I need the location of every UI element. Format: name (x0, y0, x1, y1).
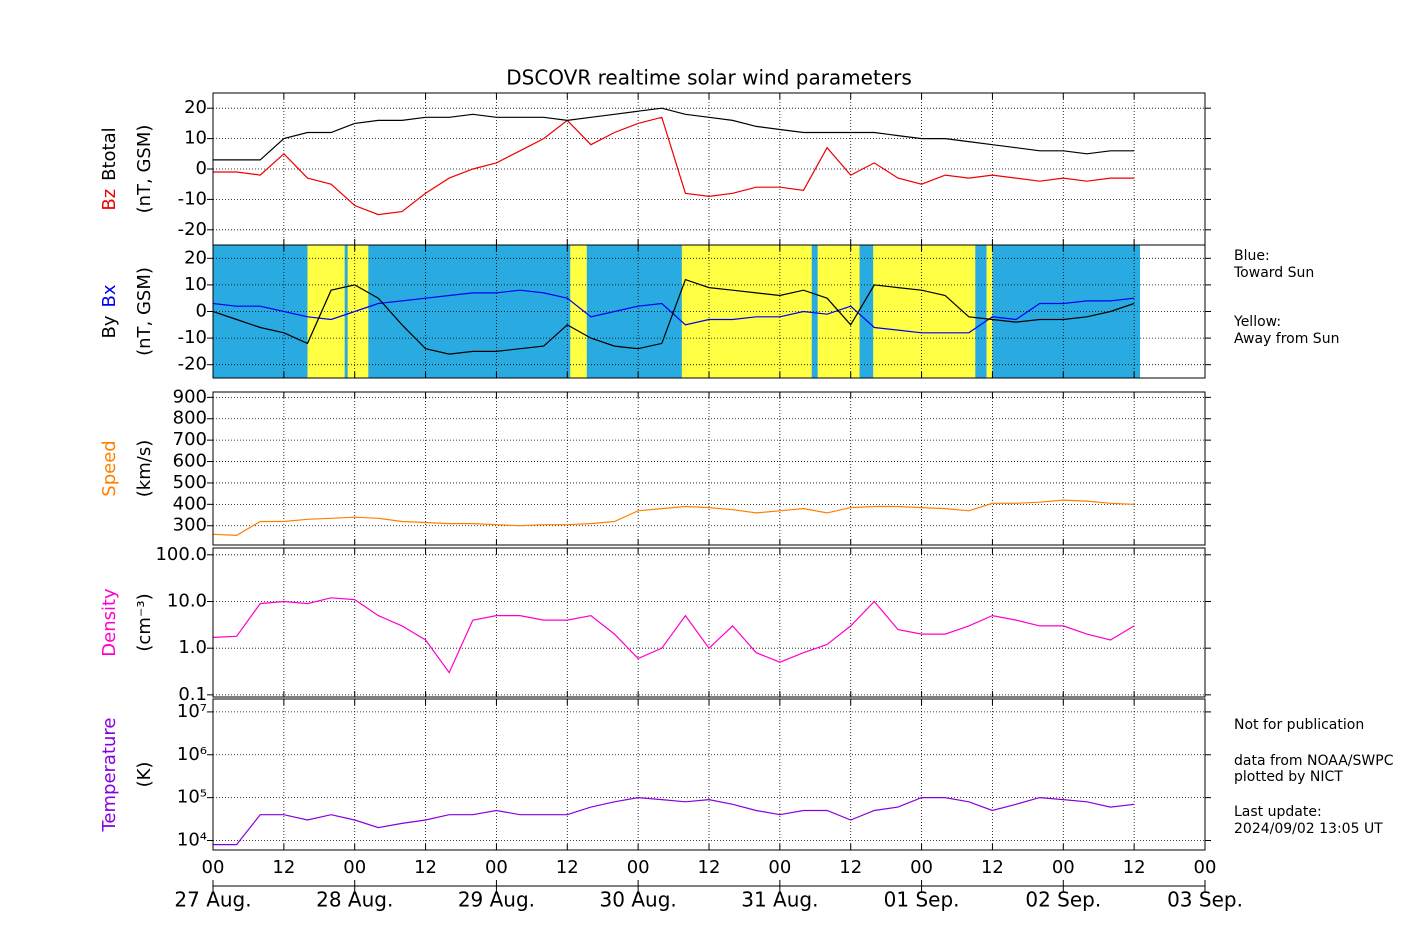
y-tick-label: 700 (173, 429, 207, 450)
y-tick-label: 10⁴ (177, 829, 207, 850)
date-label: 03 Sep. (1167, 888, 1243, 912)
y-label-part: Speed (99, 440, 120, 496)
y-tick-label: 0 (196, 158, 207, 179)
y-tick-label: 0 (196, 301, 207, 322)
y-tick-label: 900 (173, 386, 207, 407)
away-band (986, 245, 993, 378)
x-tick-label: 00 (910, 857, 933, 878)
note: Toward Sun (1233, 265, 1314, 281)
y-tick-label: 20 (184, 247, 207, 268)
x-tick-label: 00 (768, 857, 791, 878)
y-label-part: By (99, 315, 120, 338)
note: Last update: (1234, 804, 1322, 820)
note: Away from Sun (1234, 331, 1339, 347)
note: Blue: (1234, 248, 1270, 264)
y-tick-label: 1.0 (178, 637, 207, 658)
x-tick-label: 00 (343, 857, 366, 878)
y-label-part: Density (99, 588, 120, 657)
note: Not for publication (1234, 717, 1364, 733)
date-label: 02 Sep. (1025, 888, 1101, 912)
chart-title: DSCOVR realtime solar wind parameters (506, 66, 912, 90)
y-axis-label: Density (99, 588, 120, 657)
y-tick-label: 0.1 (178, 684, 207, 705)
away-band (570, 245, 587, 378)
panel-frame (212, 547, 1206, 698)
x-tick-label: 12 (698, 857, 721, 878)
date-label: 31 Aug. (741, 888, 818, 912)
date-label: 29 Aug. (458, 888, 535, 912)
panel-frame (212, 244, 1206, 379)
y-tick-label: 10⁷ (177, 701, 207, 722)
x-tick-label: 00 (1052, 857, 1075, 878)
date-label: 30 Aug. (600, 888, 677, 912)
y-tick-label: 10.0 (167, 591, 207, 612)
date-label: 27 Aug. (174, 888, 251, 912)
panel-frame (212, 698, 1206, 851)
x-tick-label: 00 (202, 857, 225, 878)
series-line (213, 278, 1135, 355)
y-axis-label: By Bx (99, 284, 120, 338)
y-tick-label: 20 (184, 97, 207, 118)
y-axis-unit: (nT, GSM) (134, 125, 155, 214)
y-tick-label: -20 (178, 219, 207, 240)
away-band (307, 245, 345, 378)
x-tick-label: 00 (1194, 857, 1217, 878)
x-tick-label: 12 (414, 857, 437, 878)
y-tick-label: 100.0 (155, 544, 207, 565)
panel-frame (212, 391, 1206, 546)
x-tick-label: 12 (1123, 857, 1146, 878)
y-tick-label: -10 (178, 188, 207, 209)
series-line (213, 116, 1135, 216)
y-tick-label: 300 (173, 515, 207, 536)
y-label-part: Btotal (99, 127, 120, 181)
x-tick-label: 12 (272, 857, 295, 878)
y-axis-label: Bz Btotal (99, 127, 120, 210)
y-axis-unit: (km/s) (134, 440, 155, 497)
y-label-part: Bz (99, 189, 120, 211)
y-axis-unit: (K) (134, 762, 155, 788)
x-tick-label: 12 (839, 857, 862, 878)
y-axis-label: Speed (99, 440, 120, 496)
y-tick-label: 800 (173, 408, 207, 429)
y-axis-label: Temperature (99, 717, 120, 832)
x-tick-label: 00 (627, 857, 650, 878)
note: plotted by NICT (1234, 769, 1343, 785)
series-line (213, 796, 1135, 846)
y-tick-label: 400 (173, 493, 207, 514)
y-tick-label: 600 (173, 451, 207, 472)
series-line (213, 597, 1135, 674)
y-axis-unit: (nT, GSM) (134, 267, 155, 356)
x-tick-label: 12 (556, 857, 579, 878)
away-band (681, 245, 812, 378)
series-line (213, 289, 1135, 334)
note: Yellow: (1233, 314, 1281, 330)
date-label: 28 Aug. (316, 888, 393, 912)
x-tick-label: 00 (485, 857, 508, 878)
note: data from NOAA/SWPC (1234, 753, 1394, 769)
y-tick-label: 10⁶ (177, 744, 207, 765)
y-tick-label: -10 (178, 327, 207, 348)
y-tick-label: 500 (173, 472, 207, 493)
note: 2024/09/02 13:05 UT (1234, 821, 1383, 837)
y-axis-unit: (cm⁻³) (134, 593, 155, 651)
series-line (213, 107, 1135, 161)
date-label: 01 Sep. (884, 888, 960, 912)
y-tick-label: 10 (184, 128, 207, 149)
series-line (213, 499, 1135, 537)
y-label-part: Temperature (99, 717, 120, 832)
y-label-part: Bx (99, 284, 120, 307)
y-tick-label: 10 (184, 274, 207, 295)
x-tick-label: 12 (981, 857, 1004, 878)
y-tick-label: -20 (178, 354, 207, 375)
y-tick-label: 10⁵ (177, 787, 207, 808)
